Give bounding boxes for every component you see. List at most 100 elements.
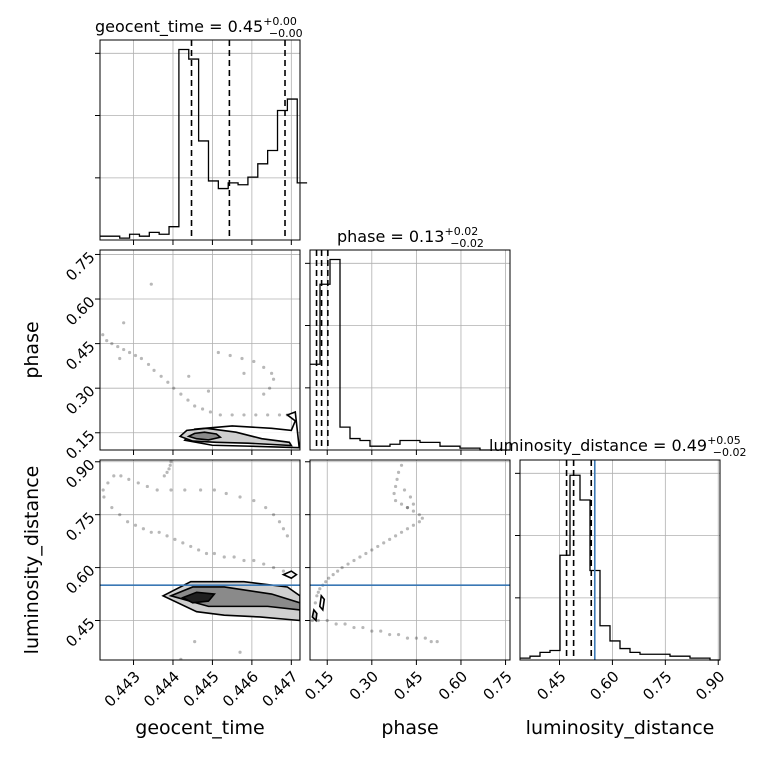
sample-point — [405, 527, 410, 531]
sample-point — [411, 523, 416, 527]
sample-point — [252, 498, 256, 503]
sample-point — [242, 371, 246, 375]
sample-point — [167, 467, 171, 471]
y-axis-label-luminosity-distance: luminosity_distance — [21, 466, 43, 655]
sample-point — [122, 347, 126, 352]
sample-point — [166, 380, 170, 384]
histogram-step-luminosity_distance — [520, 474, 720, 661]
sample-point — [388, 633, 392, 637]
x-axis-label-luminosity-distance: luminosity_distance — [526, 717, 715, 739]
contour-level — [186, 431, 223, 441]
sample-point — [271, 377, 276, 381]
sample-point — [310, 618, 314, 623]
sample-point — [127, 477, 131, 482]
sample-point — [228, 353, 232, 358]
sample-point — [393, 534, 398, 538]
sample-point — [262, 562, 266, 566]
sample-point — [325, 618, 329, 623]
sample-point — [197, 548, 201, 552]
sample-point — [392, 491, 396, 496]
sample-point — [420, 516, 424, 520]
histogram-phase — [305, 249, 511, 455]
sample-point — [179, 657, 183, 660]
sample-point — [181, 541, 185, 545]
histogram-step-phase — [310, 258, 510, 451]
contour-level — [180, 591, 216, 604]
contour-level — [311, 608, 318, 623]
sample-point — [405, 506, 410, 510]
sample-point — [193, 640, 197, 644]
sample-point — [411, 509, 416, 513]
sample-point — [417, 513, 421, 517]
sample-point — [179, 392, 183, 396]
sample-point — [262, 365, 266, 369]
sample-point — [316, 590, 320, 594]
x-axis-label-phase: phase — [381, 717, 438, 739]
sample-point — [122, 321, 126, 325]
sample-point — [376, 544, 380, 549]
sample-point — [399, 502, 404, 506]
histogram-step-geocent_time — [100, 48, 308, 239]
sample-point — [110, 342, 114, 346]
sample-point — [116, 344, 120, 349]
sample-point — [316, 618, 320, 623]
sample-point — [423, 636, 427, 640]
sample-point — [133, 523, 138, 527]
sample-point — [361, 625, 365, 630]
title-luminosity-distance: luminosity_distance = 0.49+0.05 −0.02 — [489, 434, 747, 459]
sample-point — [399, 530, 404, 534]
sample-point — [262, 392, 266, 396]
sample-point — [149, 282, 153, 286]
sample-point — [186, 398, 190, 402]
histogram-geocent-time — [95, 39, 308, 245]
sample-point — [118, 356, 122, 361]
sample-point — [285, 534, 289, 538]
samples-phase_vs_geocent_time — [101, 282, 289, 417]
sample-point — [343, 622, 347, 626]
sample-point — [168, 463, 172, 467]
sample-point — [252, 359, 256, 364]
sample-point — [313, 601, 317, 605]
sample-point — [364, 551, 368, 556]
sample-point — [382, 541, 386, 545]
sample-point — [240, 356, 244, 361]
sample-point — [352, 558, 356, 563]
contour-level — [281, 570, 298, 580]
sample-point — [396, 470, 401, 474]
sample-point — [408, 495, 413, 499]
sample-point — [254, 413, 258, 417]
sample-point — [118, 513, 122, 517]
sample-point — [435, 640, 439, 644]
sample-point — [189, 544, 193, 549]
sample-point — [230, 413, 234, 417]
sample-point — [318, 587, 322, 591]
sample-point — [266, 413, 270, 417]
sample-point — [136, 481, 140, 485]
sample-point — [395, 477, 399, 482]
sample-point — [183, 488, 187, 492]
sample-point — [396, 633, 401, 637]
sample-point — [101, 488, 105, 492]
title-geocent-time: geocent_time = 0.45+0.00 −0.00 — [95, 15, 303, 40]
contour-level — [318, 593, 326, 612]
sample-point — [242, 413, 246, 417]
sample-point — [388, 537, 392, 541]
sample-point — [112, 474, 116, 478]
samples-luminosity_distance_vs_geocent_time — [101, 460, 293, 660]
sample-point — [149, 530, 153, 534]
sample-point — [212, 551, 216, 556]
sample-point — [133, 353, 138, 358]
sample-point — [200, 407, 205, 411]
sample-point — [119, 474, 123, 478]
sample-point — [352, 625, 356, 630]
sample-point — [268, 386, 272, 390]
sample-point — [208, 410, 213, 414]
sample-point — [152, 368, 156, 372]
sample-point — [277, 413, 282, 417]
sample-point — [379, 629, 383, 633]
sample-point — [281, 569, 286, 573]
sample-point — [346, 562, 350, 566]
sample-point — [271, 565, 276, 570]
sample-point — [127, 350, 132, 355]
